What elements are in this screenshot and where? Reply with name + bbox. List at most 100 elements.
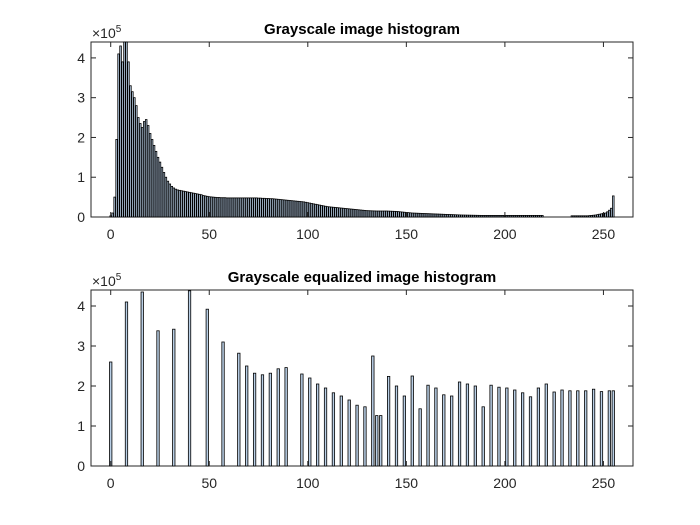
bar — [320, 205, 323, 218]
bar — [334, 207, 337, 218]
bar — [241, 197, 244, 218]
bar — [570, 215, 574, 218]
bar — [363, 210, 367, 218]
bar — [146, 125, 150, 218]
bar — [482, 215, 485, 218]
bar — [600, 213, 603, 218]
bar — [501, 215, 505, 218]
bar — [361, 209, 365, 218]
bar — [206, 195, 209, 218]
bar — [326, 206, 329, 218]
bar — [318, 204, 321, 218]
bar — [200, 194, 203, 218]
bar — [584, 215, 587, 218]
bar — [217, 197, 221, 218]
bar — [401, 211, 404, 218]
bar — [446, 214, 449, 218]
bar — [588, 215, 591, 218]
bar — [379, 415, 383, 467]
x-tick-label: 150 — [395, 226, 419, 242]
bar — [594, 214, 597, 218]
bar — [156, 330, 160, 467]
bar — [513, 215, 516, 218]
bar — [507, 215, 511, 218]
bar — [399, 211, 402, 218]
bar — [251, 197, 254, 218]
bar — [456, 214, 459, 218]
bar — [210, 196, 213, 218]
bar — [539, 215, 542, 218]
bar — [480, 215, 483, 218]
bar — [332, 206, 335, 218]
bar-series — [109, 41, 615, 218]
bar — [245, 197, 248, 218]
bar — [411, 212, 414, 218]
y-multiplier-exponent: 5 — [116, 272, 122, 283]
bar — [249, 197, 252, 218]
bar — [375, 415, 379, 467]
bar — [450, 214, 453, 218]
bar — [213, 196, 217, 218]
bar — [536, 387, 541, 467]
bar — [531, 215, 534, 218]
bar — [215, 197, 219, 218]
x-tick-label: 100 — [296, 226, 320, 242]
bar — [180, 190, 183, 218]
bar — [135, 105, 138, 218]
bar — [414, 212, 418, 218]
bar — [255, 197, 258, 218]
bar — [357, 209, 361, 218]
bar — [182, 190, 185, 218]
bar — [584, 390, 588, 467]
bar — [454, 214, 457, 218]
bar — [137, 117, 140, 218]
bar — [612, 195, 615, 218]
y-tick-label: 2 — [77, 378, 85, 394]
x-tick-label: 200 — [493, 226, 517, 242]
bar — [353, 209, 357, 218]
bar — [426, 384, 430, 467]
bar — [560, 389, 564, 467]
y-tick-label: 3 — [77, 90, 85, 106]
bar — [394, 385, 399, 467]
bar — [582, 215, 585, 218]
plot-area — [90, 289, 634, 467]
x-tick-label: 0 — [107, 226, 115, 242]
y-tick-label: 1 — [77, 418, 85, 434]
bar — [371, 210, 375, 218]
bar — [462, 214, 465, 218]
bar — [385, 210, 388, 218]
bar — [172, 328, 176, 467]
bar — [521, 215, 524, 218]
bar — [288, 200, 292, 218]
bar — [284, 367, 288, 467]
bar — [194, 193, 197, 218]
bar — [586, 215, 589, 218]
y-tick-label: 0 — [77, 209, 85, 225]
x-tick-label: 250 — [592, 226, 616, 242]
bar — [371, 355, 375, 467]
bar — [472, 214, 475, 218]
bar — [505, 387, 509, 467]
bar — [339, 395, 343, 467]
bar — [434, 387, 438, 467]
bar — [336, 207, 339, 218]
bar — [424, 213, 428, 218]
bar — [269, 198, 272, 218]
axis-ticks: 0 50 100 150 200 250 0 1 2 3 4 — [77, 42, 633, 242]
bar — [229, 197, 233, 218]
bar — [268, 372, 272, 467]
bar — [150, 139, 154, 218]
bar — [440, 213, 444, 218]
y-multiplier: ×105 — [92, 24, 122, 41]
chart-title: Grayscale image histogram — [264, 21, 460, 38]
bar — [308, 202, 311, 218]
bar — [606, 211, 609, 218]
bar — [340, 207, 343, 218]
x-tick-label: 150 — [395, 475, 419, 491]
bar — [296, 200, 300, 218]
bar — [124, 301, 129, 467]
y-tick-label: 1 — [77, 169, 85, 185]
bar — [509, 215, 513, 218]
